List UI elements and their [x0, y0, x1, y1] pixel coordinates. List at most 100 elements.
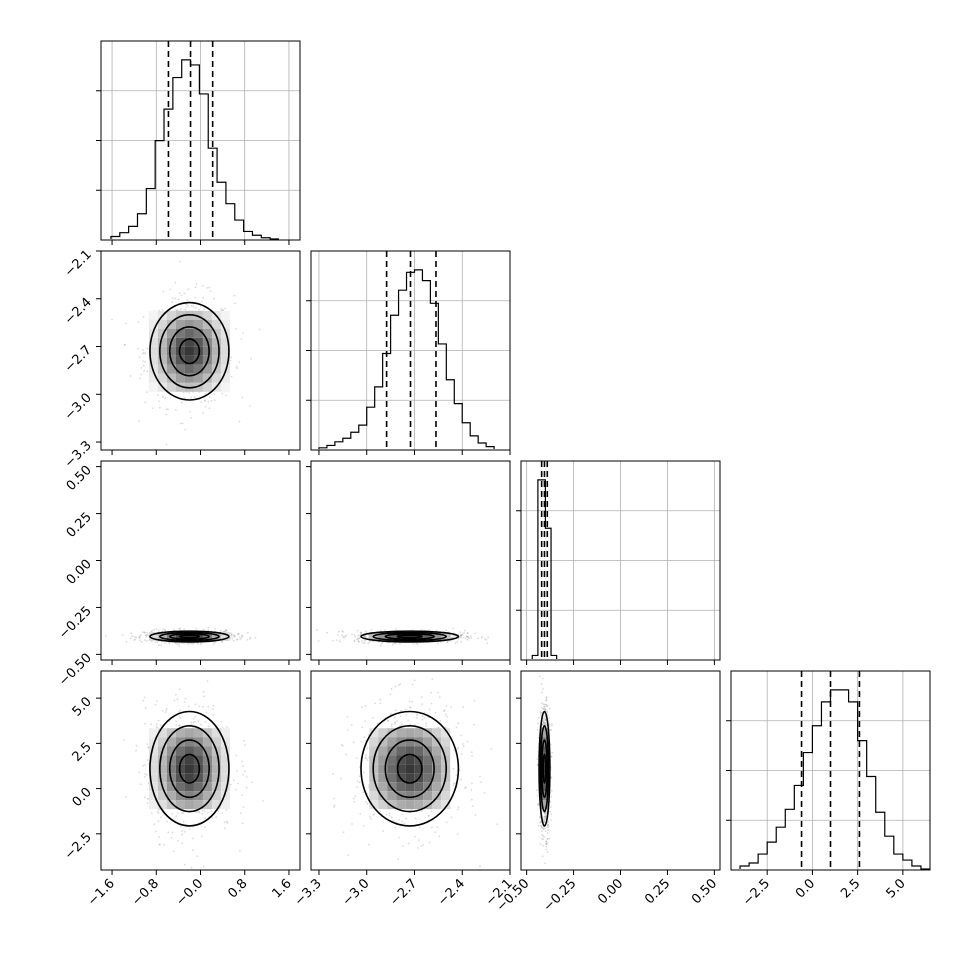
- scatter-point: [183, 642, 186, 645]
- scatter-point: [540, 706, 543, 709]
- scatter-point: [417, 839, 420, 842]
- scatter-point: [428, 708, 431, 711]
- x-tick-label-p0: −0.8: [129, 876, 162, 909]
- scatter-point: [457, 746, 460, 749]
- scatter-point: [477, 637, 479, 640]
- scatter-point: [201, 284, 204, 287]
- density-cell: [432, 782, 442, 792]
- scatter-point: [146, 802, 149, 804]
- histogram-p1: [318, 269, 495, 449]
- scatter-point: [238, 361, 241, 363]
- scatter-point: [417, 847, 419, 849]
- scatter-point: [350, 724, 353, 726]
- scatter-point: [240, 636, 243, 639]
- scatter-point: [344, 635, 347, 638]
- scatter-point: [180, 294, 183, 297]
- scatter-point: [192, 726, 194, 729]
- scatter-point: [445, 641, 448, 644]
- scatter-point: [154, 641, 157, 644]
- density-cell: [193, 764, 203, 774]
- density-cell: [148, 800, 158, 810]
- density-cell: [184, 355, 194, 365]
- scatter-point: [192, 305, 195, 308]
- scatter-point: [230, 633, 233, 636]
- scatter-point: [185, 303, 187, 305]
- scatter-point: [204, 721, 207, 723]
- density-cell: [432, 764, 442, 774]
- scatter-point: [540, 683, 543, 686]
- density-cell: [369, 737, 379, 747]
- scatter-point: [236, 367, 238, 370]
- scatter-point: [452, 627, 455, 630]
- scatter-point: [471, 798, 473, 801]
- scatter-point: [233, 294, 236, 297]
- density-cell: [175, 728, 185, 738]
- scatter-point: [207, 811, 209, 814]
- scatter-point: [174, 297, 177, 300]
- y-tick-label-p3: 2.5: [70, 740, 95, 765]
- scatter-point: [157, 719, 160, 722]
- hist-panel-p2: [516, 460, 721, 665]
- contour-level: [372, 631, 448, 642]
- y-tick-label-p3: 5.0: [70, 694, 95, 719]
- scatter-point: [199, 643, 202, 646]
- density-cell: [184, 328, 194, 338]
- scatter-point: [455, 774, 458, 776]
- scatter-point: [365, 757, 368, 760]
- y-tick-label-p1: −3.3: [62, 438, 95, 471]
- density-cell: [220, 346, 230, 356]
- scatter-point: [246, 632, 249, 634]
- scatter-point: [204, 816, 207, 819]
- scatter-point: [157, 629, 160, 632]
- density-cell: [202, 782, 212, 792]
- scatter-point: [398, 818, 401, 821]
- x-tick-label-p1: −2.4: [435, 876, 468, 909]
- density-cell: [193, 755, 203, 765]
- scatter-point: [345, 753, 347, 756]
- density-cell: [148, 382, 158, 392]
- density-cell: [211, 728, 221, 738]
- scatter-point: [236, 638, 239, 641]
- density-cell: [184, 728, 194, 738]
- scatter-point: [158, 836, 161, 838]
- scatter-point: [466, 632, 469, 635]
- scatter-point: [138, 636, 141, 638]
- scatter-point: [540, 702, 543, 704]
- scatter-point: [229, 359, 232, 362]
- scatter-point: [192, 837, 195, 840]
- scatter-point: [207, 626, 210, 629]
- scatter-point: [381, 642, 383, 644]
- scatter-point: [462, 745, 465, 748]
- scatter-point: [183, 830, 186, 833]
- scatter-point: [363, 635, 365, 638]
- scatter-point: [359, 813, 362, 815]
- scatter-point: [144, 361, 146, 363]
- scatter-point: [460, 636, 462, 639]
- scatter-point: [143, 776, 146, 778]
- scatter-point: [145, 634, 148, 637]
- scatter-point: [541, 833, 544, 836]
- scatter-point: [205, 711, 208, 714]
- scatter-point: [162, 396, 165, 399]
- scatter-point: [180, 401, 183, 404]
- scatter-point: [452, 634, 455, 637]
- density-cell: [405, 728, 415, 738]
- pair-panel-p1-p2: [306, 460, 511, 665]
- scatter-point: [401, 820, 403, 823]
- scatter-point: [194, 703, 197, 706]
- scatter-point: [414, 835, 416, 838]
- x-tick-label-p3: −2.5: [740, 876, 773, 909]
- density-cell: [220, 310, 230, 320]
- scatter-point: [194, 286, 197, 289]
- scatter-point: [158, 844, 161, 846]
- scatter-point: [370, 817, 372, 820]
- scatter-point: [464, 787, 466, 789]
- density-cell: [157, 737, 167, 747]
- scatter-point: [545, 696, 548, 698]
- scatter-point: [160, 640, 163, 643]
- density-cell: [211, 737, 221, 747]
- scatter-point: [183, 628, 186, 631]
- scatter-point: [178, 642, 181, 645]
- scatter-point: [415, 714, 418, 717]
- scatter-point: [490, 748, 493, 750]
